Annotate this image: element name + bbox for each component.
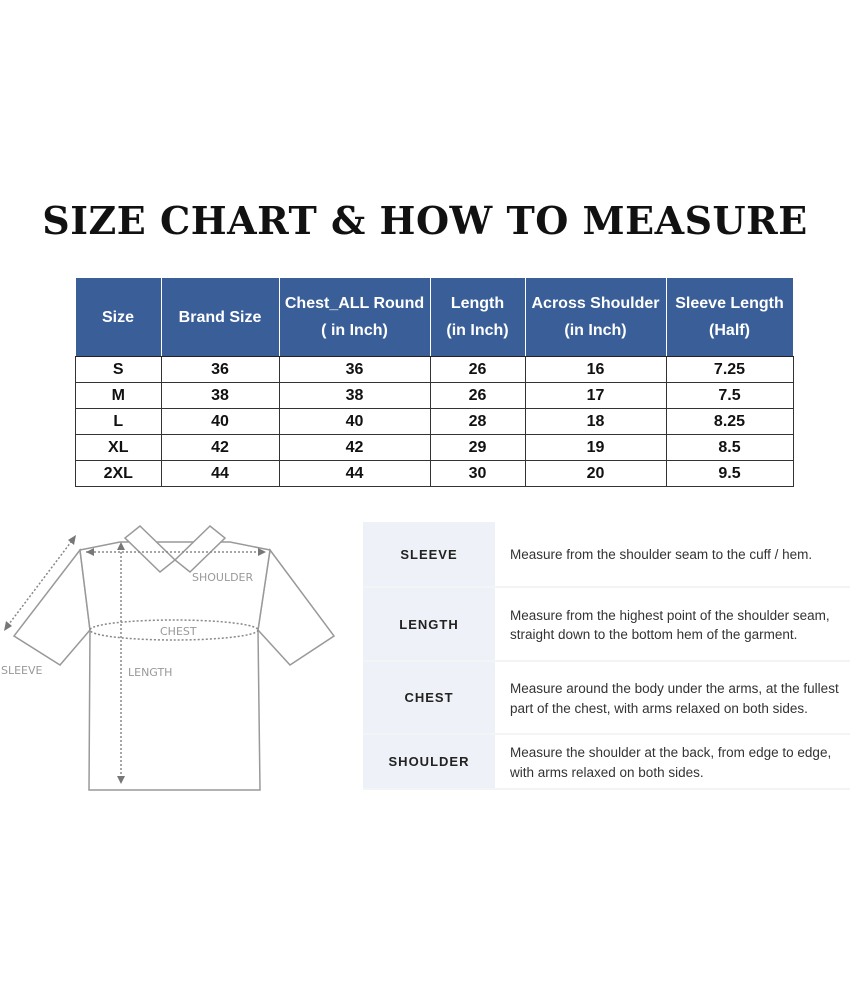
table-cell: 30 — [429, 460, 526, 487]
column-header: Brand Size — [160, 277, 280, 357]
table-cell: 36 — [278, 356, 431, 383]
table-cell: 28 — [429, 408, 526, 435]
table-cell: 29 — [429, 434, 526, 461]
measure-description: Measure around the body under the arms, … — [510, 681, 839, 716]
table-row: S 36 36 26 16 7.25 — [75, 356, 794, 383]
measure-label: SLEEVE — [363, 522, 495, 586]
table-cell: 8.25 — [665, 408, 794, 435]
table-cell: XL — [75, 434, 162, 461]
table-cell: 2XL — [75, 460, 162, 487]
table-cell: 42 — [278, 434, 431, 461]
measure-label: CHEST — [363, 662, 495, 733]
table-cell: 9.5 — [665, 460, 794, 487]
table-cell: 18 — [524, 408, 667, 435]
table-cell: 40 — [160, 408, 280, 435]
table-cell: 36 — [160, 356, 280, 383]
column-header-line: Chest_ALL Round — [284, 295, 425, 312]
collar-right — [173, 525, 227, 573]
table-cell: 42 — [160, 434, 280, 461]
table-cell: 16 — [524, 356, 667, 383]
measure-guide: SLEEVE Measure from the shoulder seam to … — [363, 522, 850, 790]
table-cell: 26 — [429, 356, 526, 383]
chest-label: CHEST — [160, 625, 197, 638]
sleeve-label: SLEEVE — [1, 664, 43, 677]
table-cell: 44 — [278, 460, 431, 487]
measure-description: Measure from the shoulder seam to the cu… — [510, 547, 813, 563]
length-label: LENGTH — [128, 666, 172, 679]
column-header-line: (in Inch) — [564, 322, 627, 339]
column-header-line: ( in Inch) — [321, 322, 388, 339]
table-cell: 38 — [278, 382, 431, 409]
measure-row-length: LENGTH Measure from the highest point of … — [363, 588, 850, 662]
table-row: XL 42 42 29 19 8.5 — [75, 434, 794, 461]
column-header-line: Length — [450, 295, 505, 312]
measure-row-shoulder: SHOULDER Measure the shoulder at the back… — [363, 735, 850, 790]
column-header-line: (Half) — [709, 322, 750, 339]
column-header-line: (in Inch) — [446, 322, 509, 339]
column-header-line: Across Shoulder — [531, 295, 660, 312]
size-chart-table: Size Brand Size Chest_ALL Round ( in Inch) L… — [75, 277, 794, 487]
column-header-line: Sleeve Length — [675, 295, 784, 312]
measure-row-chest: CHEST Measure around the body under the a… — [363, 662, 850, 735]
measure-label: LENGTH — [363, 588, 495, 660]
table-header-row: Size Brand Size Chest_ALL Round ( in Inch) L… — [75, 277, 794, 357]
table-cell: 8.5 — [665, 434, 794, 461]
table-cell: L — [75, 408, 162, 435]
table-cell: 20 — [524, 460, 667, 487]
table-cell: 17 — [524, 382, 667, 409]
shoulder-label: SHOULDER — [192, 571, 254, 584]
table-cell: 44 — [160, 460, 280, 487]
column-header: Length (in Inch) — [429, 277, 526, 357]
column-header-line: Brand Size — [178, 308, 262, 326]
table-row: L 40 40 28 18 8.25 — [75, 408, 794, 435]
table-cell: M — [75, 382, 162, 409]
measure-description: Measure from the highest point of the sh… — [510, 607, 830, 643]
column-header-line: Size — [101, 308, 134, 326]
table-row: 2XL 44 44 30 20 9.5 — [75, 460, 794, 487]
table-cell: 26 — [429, 382, 526, 409]
collar-left — [123, 525, 177, 573]
table-row: M 38 38 26 17 7.5 — [75, 382, 794, 409]
table-cell: 40 — [278, 408, 431, 435]
column-header: Sleeve Length (Half) — [665, 277, 794, 357]
table-cell: 7.25 — [665, 356, 794, 383]
table-cell: 19 — [524, 434, 667, 461]
page-title: SIZE CHART & HOW TO MEASURE — [42, 198, 808, 243]
column-header: Chest_ALL Round ( in Inch) — [278, 277, 431, 357]
column-header: Size — [75, 277, 162, 357]
table-cell: 7.5 — [665, 382, 794, 409]
table-cell: 38 — [160, 382, 280, 409]
column-header: Across Shoulder (in Inch) — [524, 277, 667, 357]
measure-label: SHOULDER — [363, 735, 495, 788]
measure-description: Measure the shoulder at the back, from e… — [510, 745, 832, 780]
right-sleeve — [257, 548, 336, 666]
shirt-diagram: SHOULDER CHEST SLEEVE LENGTH — [1, 525, 336, 791]
table-cell: S — [75, 356, 162, 383]
measure-row-sleeve: SLEEVE Measure from the shoulder seam to … — [363, 522, 850, 588]
